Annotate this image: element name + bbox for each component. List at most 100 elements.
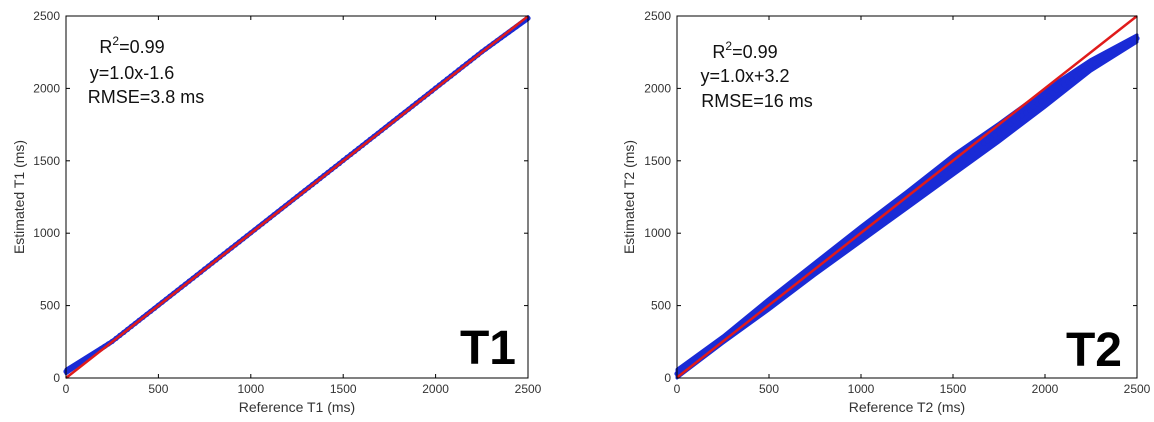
scatter-point (961, 154, 968, 160)
y-tick-label: 1000 (644, 226, 671, 240)
scatter-point (1111, 49, 1117, 55)
scatter-point (942, 168, 948, 174)
x-tick-label: 1500 (330, 382, 357, 396)
scatter-point (1126, 40, 1132, 46)
scatter-point (938, 171, 945, 177)
scatter-point (1027, 107, 1033, 113)
scatter-point (1057, 84, 1063, 90)
x-tick-label: 2000 (1032, 382, 1059, 396)
y-axis-label: Estimated T1 (ms) (11, 140, 27, 254)
scatter-point (1019, 113, 1025, 119)
scatter-point (78, 358, 84, 365)
scatter-point (74, 361, 81, 367)
y-tick-label: 1500 (644, 154, 671, 168)
scatter-point (950, 162, 956, 168)
scatter-point (1034, 101, 1040, 107)
scatter-point (1065, 79, 1071, 85)
scatter-point (973, 146, 979, 152)
scatter-point (1023, 110, 1029, 116)
scatter-point (1073, 73, 1079, 79)
scatter-point (1061, 82, 1067, 88)
scatter-point (1084, 65, 1090, 71)
scatter-point (1053, 87, 1060, 93)
fit-equation-annotation: y=1.0x-1.6 (90, 63, 175, 83)
scatter-point (1130, 38, 1136, 44)
scatter-point (1080, 68, 1086, 74)
scatter-point (1042, 95, 1048, 102)
rmse-annotation: RMSE=16 ms (701, 91, 813, 111)
fit-equation-annotation: y=1.0x+3.2 (700, 66, 789, 86)
axis-ticks: 0 500 1000 1500 2000 2500 0 500 1000 1500 2000 2500 (644, 9, 1150, 396)
scatter-point (969, 149, 975, 155)
r-squared-annotation: R2=0.99 (99, 34, 164, 57)
scatter-point (1015, 115, 1021, 121)
scatter-point (958, 157, 964, 163)
r-squared-annotation: R2=0.99 (712, 39, 777, 62)
x-tick-label: 500 (759, 382, 779, 396)
x-tick-label: 0 (674, 382, 681, 396)
y-tick-label: 1000 (33, 226, 60, 240)
plot-marks (63, 15, 531, 379)
scatter-point (954, 159, 960, 165)
scatter-point (1030, 104, 1037, 110)
scatter-point (1119, 44, 1125, 51)
x-tick-label: 0 (63, 382, 70, 396)
y-tick-label: 500 (40, 299, 60, 313)
y-tick-label: 500 (651, 299, 671, 313)
scatter-point (1122, 42, 1129, 48)
y-tick-label: 0 (664, 371, 671, 385)
scatter-point (1107, 51, 1113, 57)
scatter-point (71, 363, 77, 370)
x-tick-label: 2000 (422, 382, 449, 396)
plot-frame (676, 15, 1138, 379)
scatter-point (988, 135, 994, 141)
panel-label: T2 (1066, 324, 1122, 377)
x-axis-label: Reference T2 (ms) (849, 399, 965, 415)
scatter-point (1004, 124, 1010, 130)
x-tick-label: 1000 (848, 382, 875, 396)
x-tick-label: 1000 (237, 382, 264, 396)
plot-marks (674, 15, 1140, 380)
x-tick-label: 500 (148, 382, 168, 396)
scatter-point (965, 151, 971, 157)
x-tick-label: 1500 (940, 382, 967, 396)
scatter-point (1076, 71, 1083, 77)
x-axis-label: Reference T1 (ms) (239, 399, 355, 415)
scatter-point (1050, 90, 1056, 96)
scatter-point (1046, 93, 1052, 99)
scatter-point (1069, 76, 1075, 82)
y-tick-label: 0 (53, 371, 60, 385)
scatter-point (996, 130, 1002, 136)
scatter-point (1000, 127, 1006, 133)
scatter-point (1092, 60, 1098, 66)
x-tick-label: 2500 (1124, 382, 1151, 396)
axis-ticks: 0 500 1000 1500 2000 2500 0 500 1000 1500 2000 2500 (33, 9, 541, 396)
scatter-point (984, 138, 991, 144)
scatter-point (1038, 98, 1044, 104)
scatter-point (1088, 62, 1094, 68)
scatter-point (946, 165, 952, 171)
rmse-annotation: RMSE=3.8 ms (88, 87, 205, 107)
y-tick-label: 1500 (33, 154, 60, 168)
y-tick-label: 2000 (33, 81, 60, 95)
plot-frame (65, 15, 529, 379)
scatter-point (935, 174, 941, 180)
y-axis-label: Estimated T2 (ms) (621, 140, 637, 254)
fit-line (65, 15, 529, 379)
scatter-point (977, 143, 983, 149)
scatter-point (1096, 58, 1102, 64)
scatter-point (1099, 55, 1106, 62)
chart-panel-t2: 0 500 1000 1500 2000 2500 0 500 1000 1500 2000 2500… (621, 9, 1151, 415)
scatter-point (981, 140, 987, 146)
scatter-point (67, 366, 73, 372)
scatter-point (1011, 118, 1017, 124)
y-tick-label: 2500 (644, 9, 671, 23)
y-tick-label: 2000 (644, 81, 671, 95)
fit-line (676, 15, 1138, 379)
scatter-point (1007, 121, 1014, 127)
panel-label: T1 (460, 322, 516, 375)
y-tick-label: 2500 (33, 9, 60, 23)
chart-panel-t1: 0 500 1000 1500 2000 2500 0 500 1000 1500 2000 2500… (11, 9, 542, 415)
scatter-point (1115, 47, 1121, 53)
